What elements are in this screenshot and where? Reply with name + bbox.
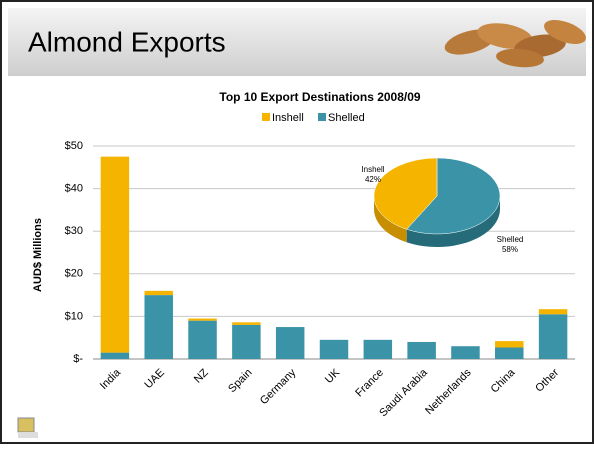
bar-segment [495,347,524,359]
y-tick-label: $40 [65,183,83,195]
y-tick-label: $10 [65,310,83,322]
pie-side [406,196,500,247]
bar-segment [232,324,261,359]
legend-label: Inshell [272,112,304,124]
y-tick-label: $30 [65,225,83,237]
bar-segment [538,314,568,359]
bar-segment [495,341,524,348]
bar-segment [188,320,217,359]
bar-segment [144,290,173,296]
pie-value-label: 42% [365,175,381,184]
y-tick-label: $- [73,353,83,365]
bar-segment [275,327,305,359]
bar-segment [100,352,130,359]
bar-segment [319,339,349,359]
bar-segment [407,341,436,359]
legend-swatch [262,113,270,121]
pie-slice [373,157,438,230]
chart-title: Top 10 Export Destinations 2008/09 [219,90,421,104]
app-icon [17,417,38,438]
almond-image [444,19,586,68]
legend-swatch [318,113,326,121]
slide-title: Almond Exports [28,26,226,57]
pie-side [374,196,407,243]
y-tick-label: $20 [65,268,83,280]
y-tick-label: $50 [65,140,83,152]
bar-segment [538,309,568,315]
pie-slice [406,157,501,235]
y-axis-label: AUD$ Millions [32,218,44,292]
bar-segment [451,346,480,359]
bar-segment [188,318,217,321]
pie-value-label: 58% [502,245,518,254]
pie-label: Inshell [361,165,384,174]
pie-label: Shelled [497,235,524,244]
bar-segment [144,295,173,359]
bar-segment [100,156,130,353]
legend-label: Shelled [328,112,365,124]
bar-segment [363,339,393,359]
bar-segment [232,322,261,325]
